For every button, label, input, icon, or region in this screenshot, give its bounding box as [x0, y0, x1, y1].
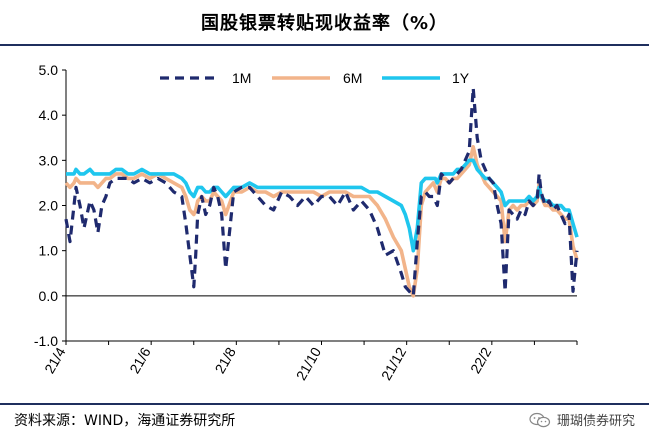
series-line-6M: [64, 145, 579, 298]
line-chart: 5.0 4.0 3.0 2.0 1.0 0.0 -1.021/4 21/6 21/8 21/10 2…: [34, 62, 579, 383]
y-tick-label: 3.0: [39, 152, 59, 168]
series-line-1M: [64, 86, 579, 298]
title-text: 国股银票转贴现收益率（%）: [200, 13, 449, 34]
page-title: 国股银票转贴现收益率（%）: [0, 0, 649, 44]
x-tick-label: 21/4: [41, 344, 69, 376]
y-tick-label: 1.0: [39, 243, 59, 259]
footer-divider: [0, 403, 649, 405]
y-tick-label: 2.0: [39, 198, 59, 214]
legend-label-1M: 1M: [232, 70, 251, 86]
x-tick-label: 21/12: [378, 344, 409, 383]
y-tick-label: 0.0: [39, 288, 59, 304]
x-tick-label: 21/10: [293, 344, 324, 383]
title-divider: [0, 44, 649, 46]
series-line-1Y: [66, 158, 579, 253]
brand: 珊瑚债券研究: [529, 410, 635, 429]
wechat-icon: [529, 412, 551, 427]
brand-name: 珊瑚债券研究: [556, 414, 635, 429]
legend-label-1Y: 1Y: [452, 70, 470, 86]
x-tick-label: 22/2: [467, 344, 495, 376]
y-tick-label: 4.0: [39, 107, 59, 123]
x-tick-label: 21/6: [126, 344, 154, 376]
legend-label-6M: 6M: [343, 70, 362, 86]
y-tick-label: -1.0: [34, 333, 58, 349]
y-tick-label: 5.0: [39, 62, 59, 78]
x-tick-label: 21/8: [211, 344, 239, 376]
source-note: 资料来源：WIND，海通证券研究所: [14, 413, 236, 429]
